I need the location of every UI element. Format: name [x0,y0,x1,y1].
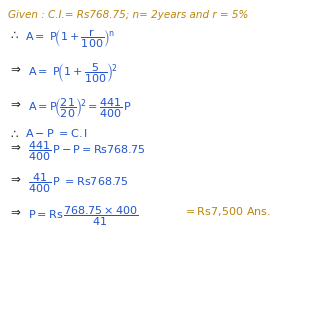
Text: $\mathrm{P=Rs\,\dfrac{768.75\times 400}{41}}$: $\mathrm{P=Rs\,\dfrac{768.75\times 400}{… [28,205,139,228]
Text: $\Rightarrow$: $\Rightarrow$ [8,97,22,110]
Text: $\mathrm{A=P\!\left(\dfrac{21}{20}\right)^{\!2}=\dfrac{441}{400}\,P}$: $\mathrm{A=P\!\left(\dfrac{21}{20}\right… [28,97,132,121]
Text: $\mathrm{\dfrac{41}{400}\,P\ =Rs768.75}$: $\mathrm{\dfrac{41}{400}\,P\ =Rs768.75}$ [28,172,129,196]
Text: $\therefore$: $\therefore$ [8,28,19,41]
Text: $\Rightarrow$: $\Rightarrow$ [8,172,22,185]
Text: $\therefore$: $\therefore$ [8,127,19,140]
Text: $\mathrm{A=\ P\!\left(1+\dfrac{r}{100}\right)^{\!n}}$: $\mathrm{A=\ P\!\left(1+\dfrac{r}{100}\r… [25,28,114,51]
Text: $\Rightarrow$: $\Rightarrow$ [8,205,22,218]
Text: $\mathrm{\dfrac{441}{400}\,P - P=Rs768.75}$: $\mathrm{\dfrac{441}{400}\,P - P=Rs768.7… [28,140,146,163]
Text: $\Rightarrow$: $\Rightarrow$ [8,140,22,153]
Text: Given : C.I.= Rs768.75; n= 2years and r = 5%: Given : C.I.= Rs768.75; n= 2years and r … [8,10,248,20]
Text: $\Rightarrow$: $\Rightarrow$ [8,62,22,75]
Text: $\mathrm{A - P\ =C.I}$: $\mathrm{A - P\ =C.I}$ [25,127,88,139]
Text: $\mathrm{= Rs7,\!500\ Ans.}$: $\mathrm{= Rs7,\!500\ Ans.}$ [183,205,271,218]
Text: $\mathrm{A=\ P\!\left(1+\dfrac{5}{100}\right)^{\!2}}$: $\mathrm{A=\ P\!\left(1+\dfrac{5}{100}\r… [28,62,118,86]
